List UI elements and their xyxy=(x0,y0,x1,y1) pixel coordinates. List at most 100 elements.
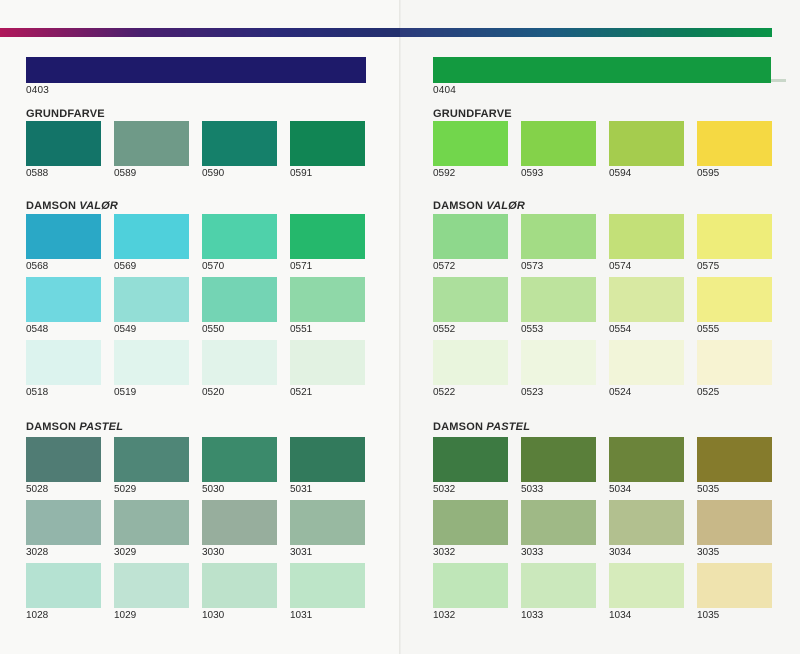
swatch-code: 1035 xyxy=(697,610,720,621)
color-swatch xyxy=(26,214,101,259)
group-title-italic: VALØR xyxy=(79,200,119,212)
swatch-code: 0549 xyxy=(114,324,137,335)
color-swatch xyxy=(202,121,277,166)
swatch-code: 3031 xyxy=(290,547,313,558)
color-swatch xyxy=(697,277,772,322)
color-swatch xyxy=(202,500,277,545)
swatch-code: 0550 xyxy=(202,324,225,335)
right-section-code: 0404 xyxy=(433,85,457,96)
color-swatch xyxy=(114,277,189,322)
swatch-code: 5032 xyxy=(433,484,456,495)
color-swatch xyxy=(114,563,189,608)
group-title-text: DAMSON xyxy=(26,421,80,433)
swatch-code: 5034 xyxy=(609,484,632,495)
color-swatch xyxy=(697,500,772,545)
swatch-code: 1033 xyxy=(521,610,544,621)
swatch-code: 5031 xyxy=(290,484,313,495)
swatch-code: 1030 xyxy=(202,610,225,621)
swatch-code: 0588 xyxy=(26,168,49,179)
color-swatch xyxy=(521,437,596,482)
group-title-text: GRUNDFARVE xyxy=(433,108,512,120)
color-swatch xyxy=(26,340,101,385)
swatch-code: 0551 xyxy=(290,324,313,335)
swatch-code: 0574 xyxy=(609,261,632,272)
left-section-band xyxy=(26,57,366,83)
color-swatch xyxy=(114,121,189,166)
color-swatch xyxy=(521,121,596,166)
color-swatch xyxy=(202,340,277,385)
color-swatch xyxy=(521,214,596,259)
color-swatch xyxy=(433,277,508,322)
color-swatch xyxy=(609,277,684,322)
color-swatch xyxy=(433,437,508,482)
group-title-text: DAMSON xyxy=(26,200,80,212)
color-swatch xyxy=(202,214,277,259)
swatch-code: 3035 xyxy=(697,547,720,558)
swatch-code: 0595 xyxy=(697,168,720,179)
color-swatch xyxy=(114,340,189,385)
page-spine xyxy=(399,0,401,654)
swatch-code: 1032 xyxy=(433,610,456,621)
swatch-code: 1031 xyxy=(290,610,313,621)
swatch-code: 0518 xyxy=(26,387,49,398)
swatch-code: 0575 xyxy=(697,261,720,272)
group-title: DAMSON VALØR xyxy=(26,200,118,212)
swatch-code: 1029 xyxy=(114,610,137,621)
color-swatch xyxy=(521,277,596,322)
color-swatch xyxy=(202,437,277,482)
swatch-code: 0589 xyxy=(114,168,137,179)
swatch-code: 0573 xyxy=(521,261,544,272)
swatch-code: 1028 xyxy=(26,610,49,621)
swatch-code: 0523 xyxy=(521,387,544,398)
swatch-code: 0522 xyxy=(433,387,456,398)
color-swatch xyxy=(290,277,365,322)
color-swatch xyxy=(114,214,189,259)
group-title-italic: PASTEL xyxy=(486,421,531,433)
color-swatch xyxy=(114,437,189,482)
swatch-code: 0594 xyxy=(609,168,632,179)
swatch-code: 0591 xyxy=(290,168,313,179)
color-swatch xyxy=(202,563,277,608)
color-swatch xyxy=(433,121,508,166)
swatch-code: 5035 xyxy=(697,484,720,495)
group-title-text: GRUNDFARVE xyxy=(26,108,105,120)
swatch-code: 0525 xyxy=(697,387,720,398)
color-swatch xyxy=(697,563,772,608)
swatch-code: 0524 xyxy=(609,387,632,398)
swatch-code: 0520 xyxy=(202,387,225,398)
swatch-code: 3028 xyxy=(26,547,49,558)
color-swatch xyxy=(609,214,684,259)
color-swatch xyxy=(609,437,684,482)
swatch-code: 5030 xyxy=(202,484,225,495)
color-swatch xyxy=(697,437,772,482)
color-swatch xyxy=(433,214,508,259)
color-swatch xyxy=(290,121,365,166)
color-swatch xyxy=(26,563,101,608)
swatch-code: 5033 xyxy=(521,484,544,495)
swatch-code: 3033 xyxy=(521,547,544,558)
group-title-italic: PASTEL xyxy=(79,421,124,433)
group-title: DAMSON PASTEL xyxy=(433,421,530,433)
color-swatch xyxy=(290,214,365,259)
left-top-stripe xyxy=(0,28,400,37)
swatch-code: 0568 xyxy=(26,261,49,272)
swatch-code: 0554 xyxy=(609,324,632,335)
color-swatch xyxy=(433,563,508,608)
color-swatch xyxy=(290,340,365,385)
swatch-code: 3032 xyxy=(433,547,456,558)
color-swatch xyxy=(290,500,365,545)
swatch-code: 0569 xyxy=(114,261,137,272)
right-page xyxy=(400,0,800,654)
left-page xyxy=(0,0,400,654)
color-swatch xyxy=(521,500,596,545)
swatch-code: 5029 xyxy=(114,484,137,495)
swatch-code: 3030 xyxy=(202,547,225,558)
group-title: DAMSON VALØR xyxy=(433,200,525,212)
group-title: DAMSON PASTEL xyxy=(26,421,123,433)
color-swatch xyxy=(433,500,508,545)
color-swatch xyxy=(521,340,596,385)
color-swatch xyxy=(202,277,277,322)
color-swatch xyxy=(697,121,772,166)
swatch-code: 0548 xyxy=(26,324,49,335)
color-swatch xyxy=(697,340,772,385)
